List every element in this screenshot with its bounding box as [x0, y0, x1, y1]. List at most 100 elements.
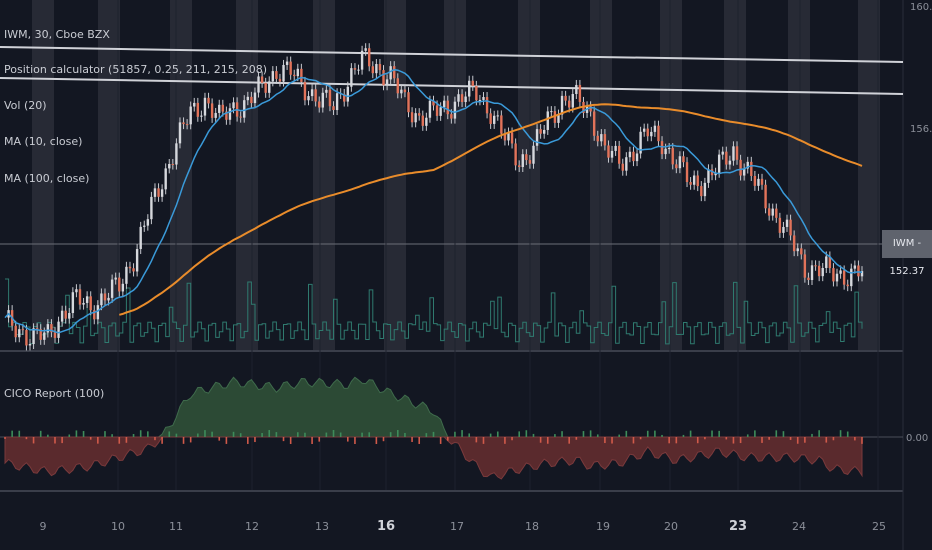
candle-body [400, 89, 403, 94]
trend-lines [0, 46, 904, 95]
time-axis-tick-label: 18 [525, 520, 539, 533]
candle-body [810, 265, 814, 280]
candle-body [232, 102, 235, 109]
oscillator-histogram-bar [546, 437, 549, 444]
oscillator-histogram-bar [282, 437, 285, 442]
candle-body [353, 68, 357, 70]
candle-body [78, 289, 82, 305]
upper-trend-line [0, 46, 904, 63]
candle-body [85, 296, 89, 303]
candle-body [218, 104, 221, 113]
oscillator-histogram-bar [746, 434, 749, 437]
candle-body [71, 292, 75, 314]
candle-body [503, 133, 507, 141]
candle-body [57, 321, 60, 338]
candle-body [289, 61, 292, 75]
candle-body [378, 64, 382, 71]
candle-body [275, 71, 278, 79]
candle-body [592, 111, 596, 136]
oscillator-histogram-bar [461, 430, 463, 437]
candle-body [514, 143, 517, 166]
candle-body [60, 310, 64, 322]
oscillator-histogram-bar [97, 437, 99, 444]
candle-body [28, 344, 32, 346]
oscillator-histogram-bar [339, 432, 342, 437]
oscillator-histogram-bar [504, 437, 506, 444]
candle-body [410, 112, 414, 123]
candle-body [746, 161, 749, 169]
candle-body [525, 154, 528, 161]
legend-ma100[interactable]: MA (100, close) [4, 172, 90, 185]
oscillator-histogram-bar [139, 430, 142, 437]
oscillator-histogram-bar [111, 434, 113, 437]
oscillator-histogram-bar [475, 437, 478, 443]
candle-body [614, 145, 617, 151]
candle-body [364, 48, 367, 51]
candle-body [482, 97, 485, 100]
legend-cico[interactable]: CICO Report (100) [4, 387, 105, 400]
candle-body [368, 48, 371, 67]
candle-body [435, 105, 439, 116]
oscillator-histogram-bar [489, 433, 492, 437]
candle-body [542, 129, 546, 134]
oscillator-histogram-bar [418, 437, 421, 444]
candle-body [100, 293, 103, 306]
oscillator-histogram-bar [861, 437, 863, 444]
candle-body [128, 266, 132, 269]
candle-body [346, 86, 349, 102]
oscillator-histogram-bar [439, 437, 442, 444]
candle-body [639, 131, 642, 154]
candle-body [135, 249, 139, 272]
session-band-9 [660, 0, 682, 350]
candle-body [210, 103, 214, 118]
oscillator-histogram-bar [82, 431, 85, 437]
candle-body [814, 265, 817, 267]
candle-body [260, 76, 264, 83]
oscillator-histogram-bar [154, 437, 156, 441]
oscillator-histogram-bar [404, 432, 406, 437]
candle-body [325, 89, 328, 93]
oscillator-histogram-bar [175, 433, 178, 437]
legend-vol[interactable]: Vol (20) [4, 99, 47, 112]
candle-body [857, 265, 860, 277]
candle-body [328, 89, 332, 107]
volume-series [5, 278, 863, 345]
candle-body [43, 332, 46, 340]
candle-body [646, 128, 649, 137]
candle-body [817, 265, 821, 277]
candle-body [182, 122, 185, 125]
legend-position-calculator[interactable]: Position calculator (51857, 0.25, 211, 2… [4, 63, 268, 76]
oscillator-histogram-bar [561, 431, 563, 437]
candle-body [246, 96, 250, 101]
candle-body [343, 93, 346, 102]
candle-body [789, 219, 792, 236]
oscillator-positive-area [5, 376, 862, 438]
candle-body [471, 80, 474, 86]
candle-body [564, 95, 567, 101]
candle-body [168, 163, 171, 169]
candle-body [782, 226, 785, 233]
candle-body [610, 150, 614, 158]
candle-body [671, 148, 674, 165]
candle-body [660, 141, 664, 155]
time-axis-tick-label: 17 [450, 520, 464, 533]
candle-body [518, 165, 521, 168]
oscillator-histogram-bar [568, 437, 570, 444]
oscillator-histogram-bar [625, 430, 628, 437]
oscillator-histogram-bar [432, 431, 435, 437]
oscillator-histogram-bar [189, 437, 192, 443]
oscillator-histogram-bar [411, 437, 413, 442]
time-axis-tick-label: 20 [664, 520, 678, 533]
candle-body [450, 114, 453, 119]
oscillator-axis-tick-label: 0.00 [906, 433, 928, 444]
candle-body [828, 256, 832, 269]
session-band-12 [858, 0, 880, 350]
oscillator-histogram-bar [454, 431, 456, 437]
candle-body [760, 178, 764, 185]
candle-body [500, 115, 503, 134]
candle-body [607, 145, 610, 158]
oscillator-histogram-bar [4, 437, 6, 439]
oscillator-histogram-bar [582, 431, 585, 437]
legend-ma10[interactable]: MA (10, close) [4, 135, 83, 148]
